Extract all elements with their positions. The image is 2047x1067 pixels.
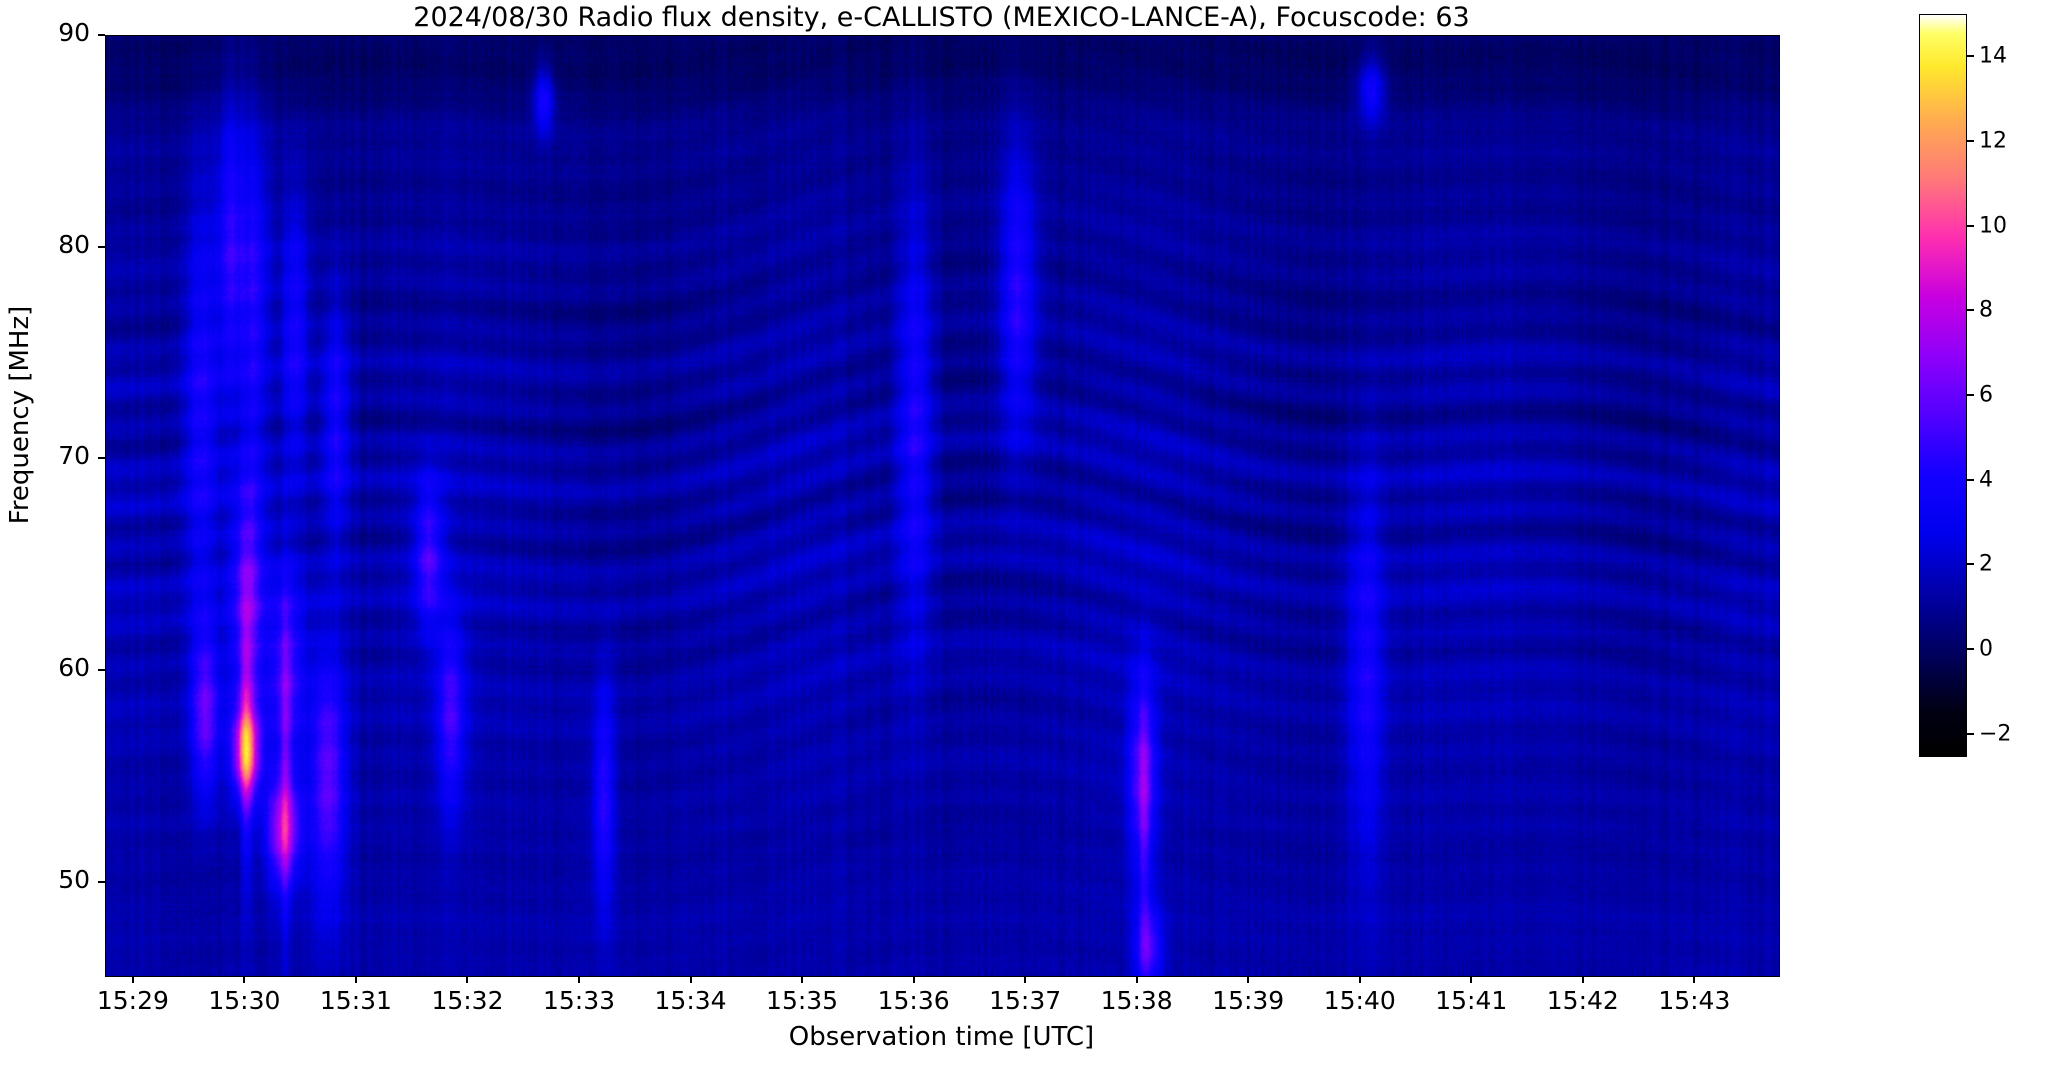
x-axis-tick-label: 15:32 — [431, 986, 504, 1015]
colorbar-tick-label: 14 — [1979, 43, 2007, 69]
colorbar-tick — [1966, 140, 1974, 143]
x-axis-tick-label: 15:38 — [1100, 986, 1173, 1015]
x-axis-tick-label: 15:39 — [1212, 986, 1285, 1015]
x-axis-tick — [466, 976, 469, 983]
y-axis-tick — [98, 669, 105, 672]
x-axis-tick — [801, 976, 804, 983]
x-axis-tick-label: 15:41 — [1435, 986, 1508, 1015]
spectrogram-axes[interactable] — [105, 35, 1780, 977]
colorbar-tick-label: 12 — [1979, 128, 2007, 154]
colorbar-tick — [1966, 394, 1974, 397]
y-axis-tick — [98, 457, 105, 460]
colorbar-tick-label: 10 — [1979, 213, 2007, 239]
y-axis-label: Frequency [MHz] — [5, 305, 35, 525]
colorbar-tick — [1966, 55, 1974, 58]
colorbar-tick-label: 0 — [1979, 636, 1993, 662]
x-axis-tick-label: 15:42 — [1546, 986, 1619, 1015]
y-axis-tick-label: 70 — [58, 441, 90, 471]
y-axis-tick-label: 90 — [58, 18, 90, 47]
x-axis-tick — [912, 976, 915, 983]
colorbar[interactable] — [1919, 14, 1967, 757]
y-axis-tick — [98, 34, 105, 36]
colorbar-tick — [1966, 224, 1974, 227]
colorbar-tick-label: 8 — [1979, 297, 1993, 323]
x-axis-tick — [354, 976, 357, 983]
x-axis-tick-label: 15:29 — [96, 986, 169, 1015]
x-axis-tick — [1024, 976, 1027, 983]
colorbar-tick-label: 6 — [1979, 382, 1993, 408]
colorbar-tick-label: 2 — [1979, 551, 1993, 577]
x-axis-tick — [578, 976, 581, 983]
colorbar-tick — [1966, 309, 1974, 312]
x-axis-tick-label: 15:30 — [208, 986, 281, 1015]
x-axis-tick — [1247, 976, 1250, 983]
colorbar-tick — [1966, 478, 1974, 481]
spectrogram-heatmap[interactable] — [106, 36, 1779, 976]
x-axis-tick — [1693, 976, 1696, 983]
x-axis-tick-label: 15:43 — [1658, 986, 1731, 1015]
y-axis-tick-label: 50 — [58, 864, 90, 894]
x-axis-tick — [1135, 976, 1138, 983]
chart-title: 2024/08/30 Radio flux density, e-CALLIST… — [413, 2, 1470, 33]
y-axis-tick — [98, 880, 105, 883]
colorbar-gradient — [1920, 15, 1966, 756]
colorbar-tick — [1966, 563, 1974, 566]
x-axis-tick-label: 15:33 — [542, 986, 616, 1015]
x-axis-tick — [689, 976, 692, 983]
y-axis-tick-label: 60 — [58, 653, 90, 683]
x-axis-tick-label: 15:35 — [766, 986, 839, 1015]
colorbar-tick-label: −2 — [1979, 721, 2012, 747]
x-axis-tick-label: 15:40 — [1323, 986, 1396, 1015]
colorbar-tick-label: 4 — [1979, 467, 1993, 493]
colorbar-tick — [1966, 732, 1974, 735]
x-axis-tick-label: 15:36 — [877, 986, 950, 1015]
x-axis-tick — [131, 976, 134, 983]
y-axis-tick — [98, 245, 105, 248]
x-axis-label: Observation time [UTC] — [788, 1022, 1095, 1052]
x-axis-tick-label: 15:31 — [319, 986, 392, 1015]
x-axis-tick — [1470, 976, 1473, 983]
colorbar-tick — [1966, 648, 1974, 651]
x-axis-tick — [243, 976, 246, 983]
x-axis-tick-label: 15:37 — [989, 986, 1062, 1015]
x-axis-tick — [1581, 976, 1584, 983]
x-axis-tick-label: 15:34 — [654, 986, 727, 1015]
x-axis-tick — [1358, 976, 1361, 983]
y-axis-tick-label: 80 — [58, 229, 90, 259]
